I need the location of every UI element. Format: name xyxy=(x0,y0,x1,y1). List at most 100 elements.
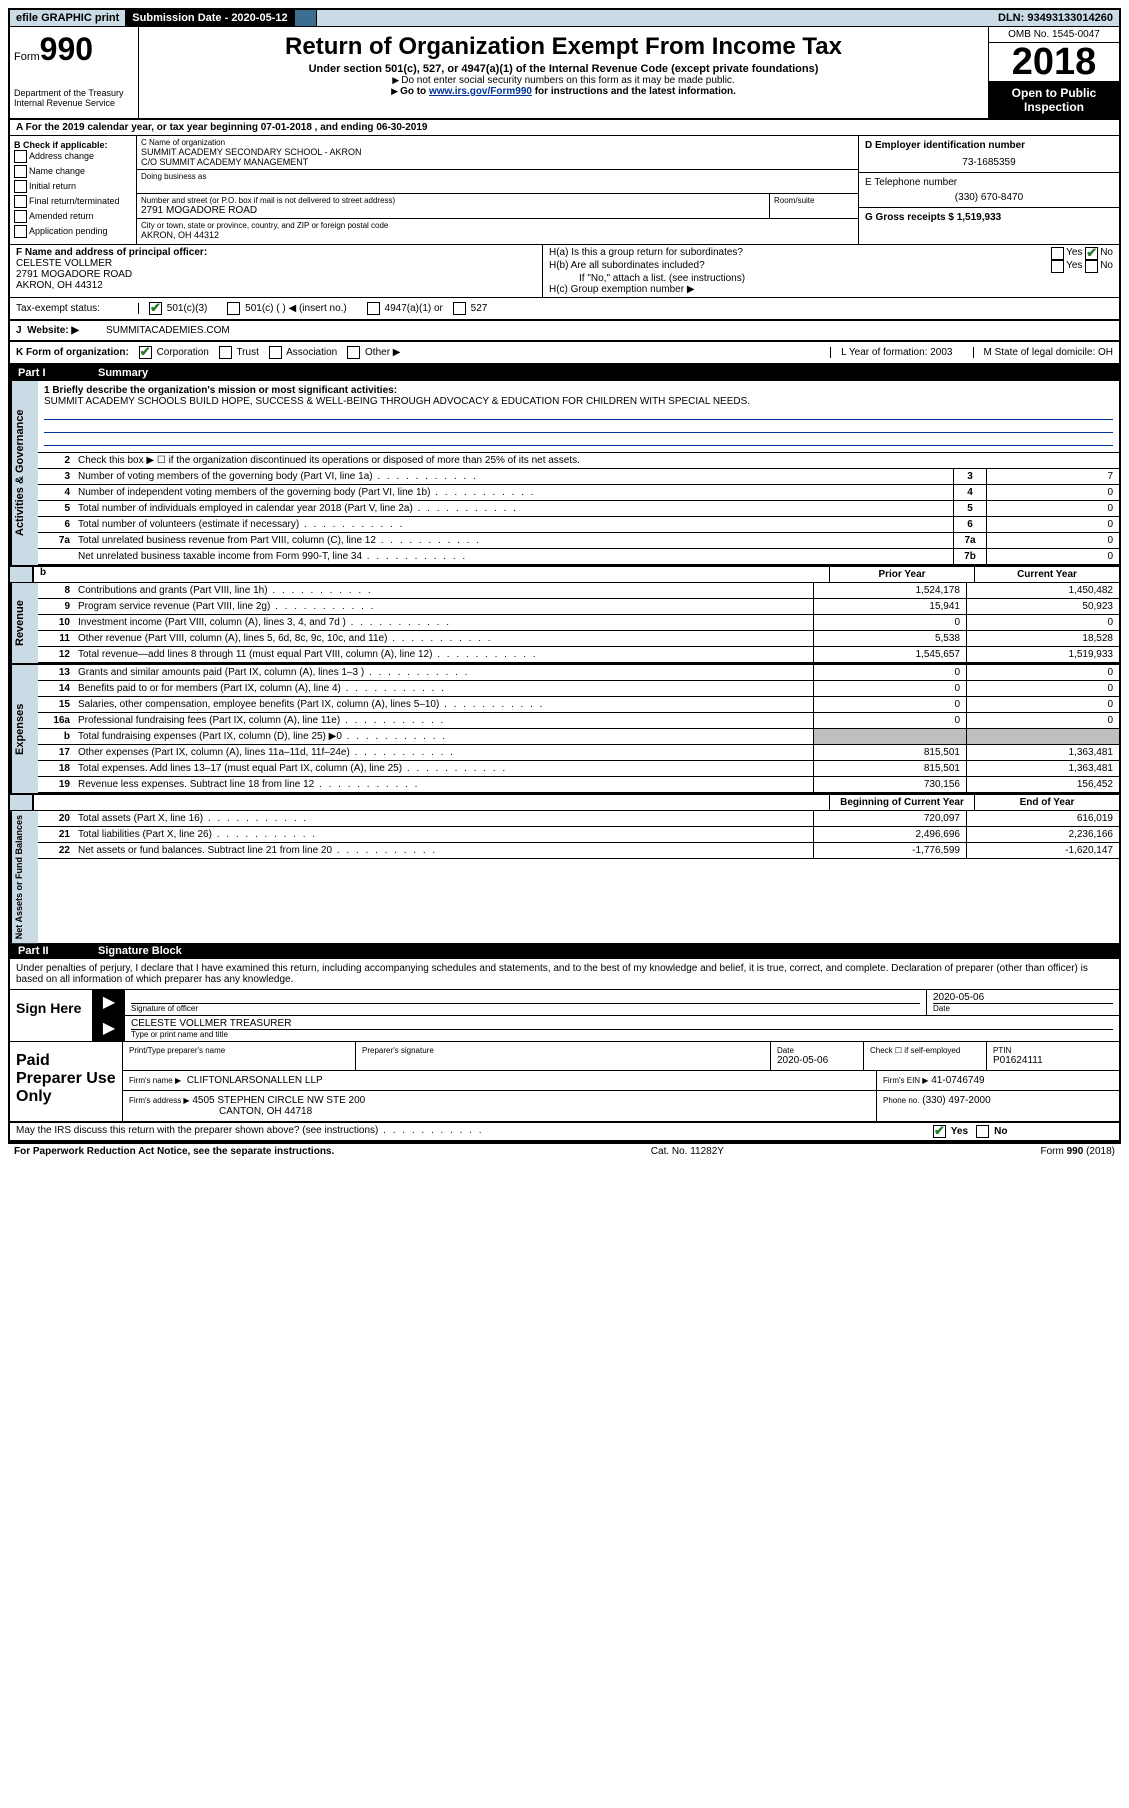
chk-4947[interactable] xyxy=(367,302,380,315)
hb-yes[interactable] xyxy=(1051,260,1064,273)
table-row: 19Revenue less expenses. Subtract line 1… xyxy=(38,777,1119,793)
activities-governance-section: Activities & Governance 1 Briefly descri… xyxy=(10,381,1119,565)
officer-info: F Name and address of principal officer:… xyxy=(10,245,543,297)
table-row: Net unrelated business taxable income fr… xyxy=(38,549,1119,565)
right-info: D Employer identification number 73-1685… xyxy=(858,136,1119,244)
chk-trust[interactable] xyxy=(219,346,232,359)
prep-name: Print/Type preparer's name xyxy=(123,1042,356,1070)
irs-label: Internal Revenue Service xyxy=(14,98,134,108)
side-na: Net Assets or Fund Balances xyxy=(10,811,38,943)
org-info: C Name of organization SUMMIT ACADEMY SE… xyxy=(137,136,858,244)
table-row: 15Salaries, other compensation, employee… xyxy=(38,697,1119,713)
tax-year: 2018 xyxy=(989,43,1119,82)
instr-2: Go to www.irs.gov/Form990 for instructio… xyxy=(149,86,978,97)
tax-exempt-status: Tax-exempt status: 501(c)(3) 501(c) ( ) … xyxy=(10,298,1119,321)
side-rev: Revenue xyxy=(10,583,38,663)
sig-arrow-icon: ▶ xyxy=(93,990,125,1015)
table-row: 20Total assets (Part X, line 16)720,0976… xyxy=(38,811,1119,827)
header-left: Form990 Department of the Treasury Inter… xyxy=(10,27,139,118)
chk-amended[interactable]: Amended return xyxy=(14,210,132,223)
ha-no[interactable] xyxy=(1085,247,1098,260)
prep-signature[interactable]: Preparer's signature xyxy=(356,1042,771,1070)
paperwork-notice: For Paperwork Reduction Act Notice, see … xyxy=(14,1146,334,1157)
form-container: efile GRAPHIC print Submission Date - 20… xyxy=(8,8,1121,1144)
header-right: OMB No. 1545-0047 2018 Open to Public In… xyxy=(988,27,1119,118)
sig-arrow-icon-2: ▶ xyxy=(93,1016,125,1041)
discuss-yes[interactable] xyxy=(933,1125,946,1138)
side-ag: Activities & Governance xyxy=(10,381,38,565)
table-row: 13Grants and similar amounts paid (Part … xyxy=(38,665,1119,681)
dln-label: DLN: 93493133014260 xyxy=(992,10,1119,26)
top-bar: efile GRAPHIC print Submission Date - 20… xyxy=(10,10,1119,27)
form-of-org-row: K Form of organization: Corporation Trus… xyxy=(10,342,1119,365)
rev-head: b Prior Year Current Year xyxy=(10,565,1119,583)
part2-header: Part II Signature Block xyxy=(10,943,1119,959)
table-row: 17Other expenses (Part IX, column (A), l… xyxy=(38,745,1119,761)
table-row: 12Total revenue—add lines 8 through 11 (… xyxy=(38,647,1119,663)
group-return: H(a) Is this a group return for subordin… xyxy=(543,245,1119,297)
officer-print-name: CELESTE VOLLMER TREASURER Type or print … xyxy=(125,1016,1119,1041)
part1-header: Part I Summary xyxy=(10,365,1119,381)
table-row: 16aProfessional fundraising fees (Part I… xyxy=(38,713,1119,729)
table-row: 4Number of independent voting members of… xyxy=(38,485,1119,501)
chk-pending[interactable]: Application pending xyxy=(14,225,132,238)
signature-block: Under penalties of perjury, I declare th… xyxy=(10,959,1119,1142)
chk-other[interactable] xyxy=(347,346,360,359)
mission-block: 1 Briefly describe the organization's mi… xyxy=(38,381,1119,453)
na-head: Beginning of Current Year End of Year xyxy=(10,793,1119,811)
expenses-section: Expenses 13Grants and similar amounts pa… xyxy=(10,663,1119,793)
chk-corp[interactable] xyxy=(139,346,152,359)
table-row: 6Total number of volunteers (estimate if… xyxy=(38,517,1119,533)
hb-no[interactable] xyxy=(1085,260,1098,273)
ptin: PTIN P01624111 xyxy=(987,1042,1119,1070)
website-url: SUMMITACADEMIES.COM xyxy=(106,325,230,336)
form-subtitle: Under section 501(c), 527, or 4947(a)(1)… xyxy=(149,63,978,75)
chk-address[interactable]: Address change xyxy=(14,150,132,163)
check-if-applicable: B Check if applicable: Address change Na… xyxy=(10,136,137,244)
line-2: 2 Check this box ▶ ☐ if the organization… xyxy=(38,453,1119,469)
table-row: 10Investment income (Part VIII, column (… xyxy=(38,615,1119,631)
chk-initial[interactable]: Initial return xyxy=(14,180,132,193)
chk-assoc[interactable] xyxy=(269,346,282,359)
address-row: Number and street (or P.O. box if mail i… xyxy=(137,194,858,219)
chk-name[interactable]: Name change xyxy=(14,165,132,178)
chk-501c3[interactable] xyxy=(149,302,162,315)
table-row: 22Net assets or fund balances. Subtract … xyxy=(38,843,1119,859)
blank-button xyxy=(295,10,317,26)
phone-cell: E Telephone number (330) 670-8470 xyxy=(859,173,1119,208)
footer: For Paperwork Reduction Act Notice, see … xyxy=(8,1144,1121,1159)
chk-501c[interactable] xyxy=(227,302,240,315)
gross-receipts: G Gross receipts $ 1,519,933 xyxy=(859,208,1119,227)
org-name-cell: C Name of organization SUMMIT ACADEMY SE… xyxy=(137,136,858,170)
form-number: Form990 xyxy=(14,31,134,68)
table-row: 9Program service revenue (Part VIII, lin… xyxy=(38,599,1119,615)
ha-yes[interactable] xyxy=(1051,247,1064,260)
firm-name: Firm's name ▶ CLIFTONLARSONALLEN LLP xyxy=(123,1071,877,1090)
chk-527[interactable] xyxy=(453,302,466,315)
dba-cell: Doing business as xyxy=(137,170,858,194)
form-title: Return of Organization Exempt From Incom… xyxy=(149,33,978,61)
state-domicile: M State of legal domicile: OH xyxy=(973,347,1114,358)
paid-preparer-row: Paid Preparer Use Only Print/Type prepar… xyxy=(10,1042,1119,1123)
header-mid: Return of Organization Exempt From Incom… xyxy=(139,27,988,118)
side-exp: Expenses xyxy=(10,665,38,793)
submission-date: Submission Date - 2020-05-12 xyxy=(126,10,294,26)
city-cell: City or town, state or province, country… xyxy=(137,219,858,242)
table-row: bTotal fundraising expenses (Part IX, co… xyxy=(38,729,1119,745)
discuss-no[interactable] xyxy=(976,1125,989,1138)
prep-date: Date 2020-05-06 xyxy=(771,1042,864,1070)
website-row: J Website: ▶ SUMMITACADEMIES.COM xyxy=(10,321,1119,342)
firm-phone: Phone no. (330) 497-2000 xyxy=(877,1091,1119,1121)
efile-label: efile GRAPHIC print xyxy=(10,10,126,26)
form-header: Form990 Department of the Treasury Inter… xyxy=(10,27,1119,120)
row-a-tax-year: A For the 2019 calendar year, or tax yea… xyxy=(10,120,1119,136)
table-row: 18Total expenses. Add lines 13–17 (must … xyxy=(38,761,1119,777)
form-ref: Form 990 (2018) xyxy=(1041,1146,1115,1157)
table-row: 11Other revenue (Part VIII, column (A), … xyxy=(38,631,1119,647)
chk-final[interactable]: Final return/terminated xyxy=(14,195,132,208)
table-row: 7aTotal unrelated business revenue from … xyxy=(38,533,1119,549)
irs-link[interactable]: www.irs.gov/Form990 xyxy=(429,86,532,97)
officer-signature[interactable]: Signature of officer xyxy=(125,990,926,1015)
sign-here-row: Sign Here ▶ Signature of officer 2020-05… xyxy=(10,990,1119,1042)
self-employed-check[interactable]: Check ☐ if self-employed xyxy=(864,1042,987,1070)
